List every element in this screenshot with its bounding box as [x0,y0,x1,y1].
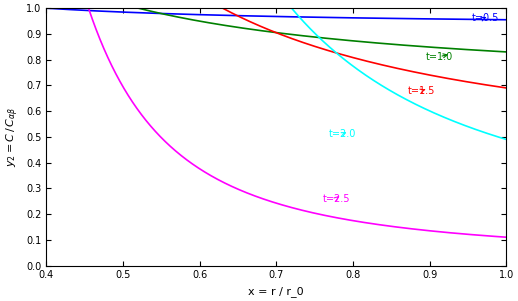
Text: t=2.5: t=2.5 [322,194,350,204]
Y-axis label: $y_2 = C\,/\,C_{\alpha\beta}$: $y_2 = C\,/\,C_{\alpha\beta}$ [4,107,21,167]
X-axis label: x = r / r_0: x = r / r_0 [249,286,304,297]
Text: t=1.0: t=1.0 [426,52,453,62]
Text: t=1.5: t=1.5 [408,85,436,96]
Text: t=0.5: t=0.5 [472,13,499,23]
Text: t=2.0: t=2.0 [328,129,356,139]
